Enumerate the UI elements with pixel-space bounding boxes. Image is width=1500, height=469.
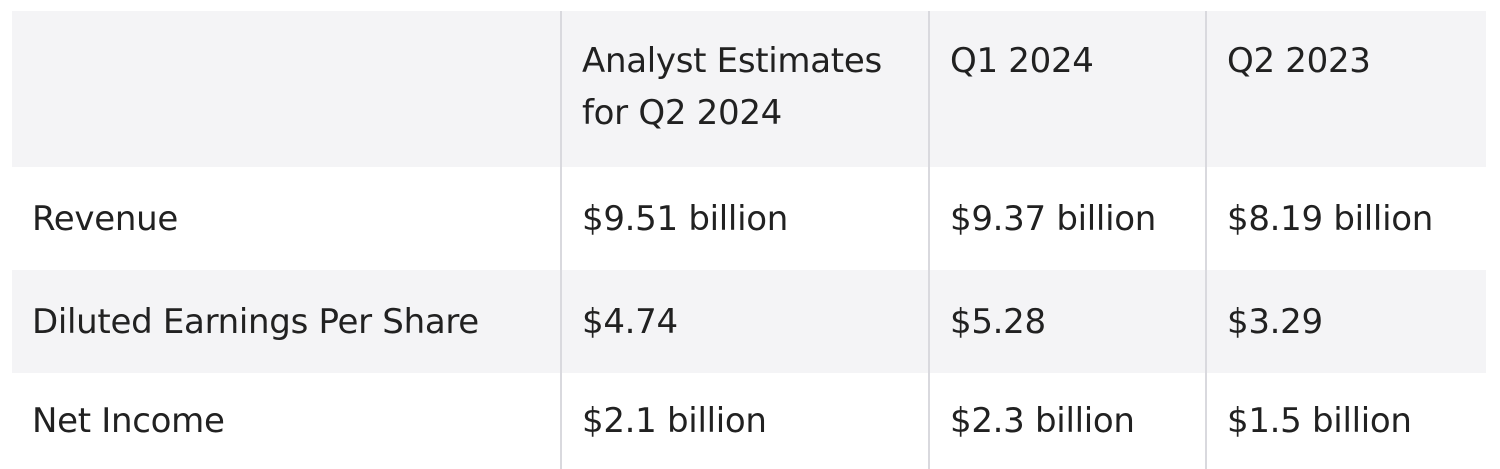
- cell-q1-2024: $2.3 billion: [928, 373, 1206, 469]
- row-label: Revenue: [32, 198, 178, 239]
- row-label: Net Income: [32, 401, 225, 441]
- table-row-revenue: Revenue $9.51 billion $9.37 billion $8.1…: [12, 167, 1486, 270]
- table-row-diluted-eps: Diluted Earnings Per Share $4.74 $5.28 $…: [12, 270, 1486, 373]
- cell-q2-2023: $3.29: [1205, 270, 1486, 373]
- cell-analyst-estimate: $2.1 billion: [560, 373, 929, 469]
- cell-q2-2023: $1.5 billion: [1205, 373, 1486, 469]
- table-header-row: Analyst Estimates for Q2 2024 Q1 2024 Q2…: [12, 11, 1486, 167]
- financial-comparison-table-container: Analyst Estimates for Q2 2024 Q1 2024 Q2…: [12, 11, 1486, 469]
- table-row-net-income: Net Income $2.1 billion $2.3 billion $1.…: [12, 373, 1486, 469]
- financial-comparison-table: Analyst Estimates for Q2 2024 Q1 2024 Q2…: [12, 11, 1486, 469]
- cell-analyst-estimate: $9.51 billion: [560, 167, 929, 270]
- cell-q1-2024: $5.28: [928, 270, 1206, 373]
- cell-q1-2024: $9.37 billion: [928, 167, 1206, 270]
- cell-analyst-estimate: $4.74: [560, 270, 929, 373]
- header-cell-metric: [12, 11, 561, 167]
- row-label: Diluted Earnings Per Share: [32, 301, 479, 342]
- header-cell-analyst-estimates: Analyst Estimates for Q2 2024: [560, 11, 929, 167]
- header-cell-q2-2023: Q2 2023: [1205, 11, 1486, 167]
- header-cell-q1-2024: Q1 2024: [928, 11, 1206, 167]
- cell-q2-2023: $8.19 billion: [1205, 167, 1486, 270]
